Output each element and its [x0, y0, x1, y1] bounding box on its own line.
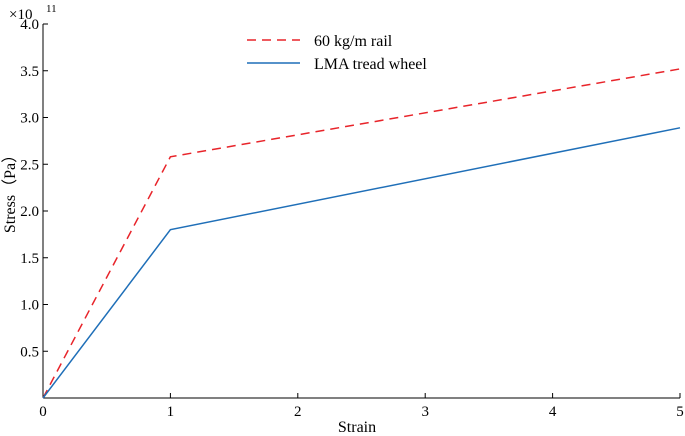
x-tick-label: 2	[294, 404, 302, 420]
x-tick-label: 5	[676, 404, 684, 420]
ticks: 0 1 2 3 4 5 0.5 1.0 1.5 2.0 2.5 3.0 3.5 4.0	[20, 17, 684, 420]
series-lines	[42, 68, 681, 399]
axes	[42, 24, 680, 399]
y-tick-label: 2.0	[20, 204, 39, 220]
y-multiplier-label: ×10 11	[9, 3, 57, 23]
y-multiplier-exponent: 11	[46, 3, 57, 15]
y-tick-label: 2.5	[20, 157, 39, 173]
x-tick-label: 4	[549, 404, 557, 420]
legend-label-rail: 60 kg/m rail	[314, 33, 393, 50]
x-tick-label: 1	[167, 404, 175, 420]
x-tick-label: 0	[39, 404, 47, 420]
legend: 60 kg/m rail LMA tread wheel	[247, 33, 427, 73]
series-line-rail	[42, 68, 681, 399]
y-multiplier-base: ×10	[9, 7, 32, 23]
x-axis-title: Strain	[338, 419, 376, 436]
y-tick-label: 1.0	[20, 298, 39, 314]
legend-label-wheel: LMA tread wheel	[314, 56, 427, 73]
y-tick-label: 3.0	[20, 111, 39, 127]
y-tick-label: 0.5	[20, 344, 39, 360]
y-tick-label: 3.5	[20, 64, 39, 80]
y-axis-title: Stress（Pa）	[1, 147, 19, 233]
y-tick-label: 1.5	[20, 251, 39, 267]
y-tick-label: 4.0	[20, 17, 39, 33]
x-tick-label: 3	[421, 404, 429, 420]
series-line-wheel	[42, 127, 681, 399]
